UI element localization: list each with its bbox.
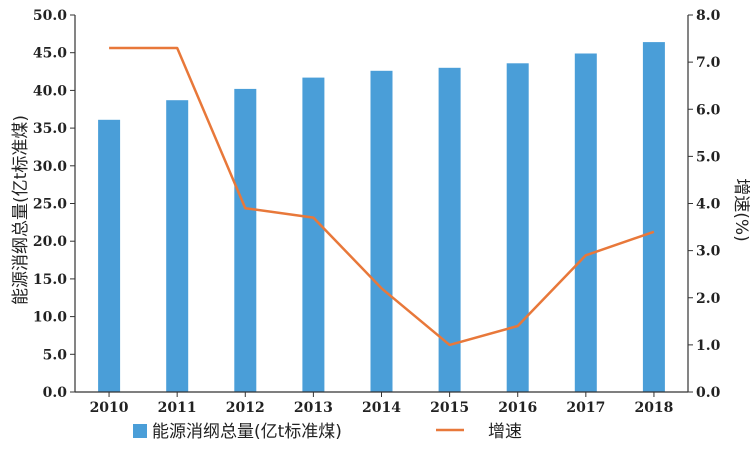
legend-bar-label: 能源消纲总量(亿t标准煤) (152, 422, 342, 442)
bar-2016 (507, 63, 529, 392)
y-axis-left-title: 能源消纲总量(亿t标准煤) (11, 115, 31, 305)
y-right-tick-label: 1.0 (696, 338, 721, 354)
y-right-tick-label: 7.0 (696, 55, 721, 71)
bar-2018 (643, 42, 665, 392)
x-tick-label: 2010 (90, 400, 129, 416)
bar-2011 (166, 100, 188, 392)
bar-2012 (234, 89, 256, 392)
legend-bar-swatch (133, 424, 147, 438)
y-right-tick-label: 6.0 (696, 102, 721, 118)
x-tick-label: 2012 (226, 400, 265, 416)
y-left-tick-label: 15.0 (33, 272, 67, 288)
y-left-tick-label: 50.0 (33, 8, 67, 24)
y-right-tick-label: 2.0 (696, 291, 721, 307)
y-right-tick-label: 4.0 (696, 197, 721, 213)
y-left-tick-label: 10.0 (33, 310, 67, 326)
y-left-tick-label: 5.0 (43, 347, 68, 363)
y-axis-right-title: 增速(%) (731, 178, 750, 241)
x-tick-label: 2015 (430, 400, 469, 416)
y-left-tick-label: 45.0 (33, 46, 67, 62)
y-left-tick-label: 20.0 (33, 234, 67, 250)
y-right-tick-label: 8.0 (696, 8, 721, 24)
bars-layer (98, 42, 665, 392)
x-tick-label: 2013 (294, 400, 333, 416)
bar-2014 (371, 71, 393, 392)
y-left-tick-label: 40.0 (33, 83, 67, 99)
legend: 能源消纲总量(亿t标准煤) 增速 (133, 422, 522, 442)
y-left-tick-label: 0.0 (43, 385, 68, 401)
x-tick-label: 2016 (498, 400, 537, 416)
y-left-tick-label: 35.0 (33, 121, 67, 137)
x-tick-label: 2014 (362, 400, 401, 416)
bar-2017 (575, 54, 597, 393)
y-left-tick-label: 25.0 (33, 197, 67, 213)
y-right-tick-label: 5.0 (696, 149, 721, 165)
bar-2010 (98, 120, 120, 392)
y-right-tick-label: 0.0 (696, 385, 721, 401)
y-right-tick-label: 3.0 (696, 244, 721, 260)
y-left-tick-label: 30.0 (33, 159, 67, 175)
x-tick-label: 2018 (634, 400, 673, 416)
bar-2013 (302, 78, 324, 392)
x-tick-label: 2011 (158, 400, 197, 416)
legend-line-label: 增速 (488, 422, 522, 442)
x-tick-label: 2017 (566, 400, 605, 416)
